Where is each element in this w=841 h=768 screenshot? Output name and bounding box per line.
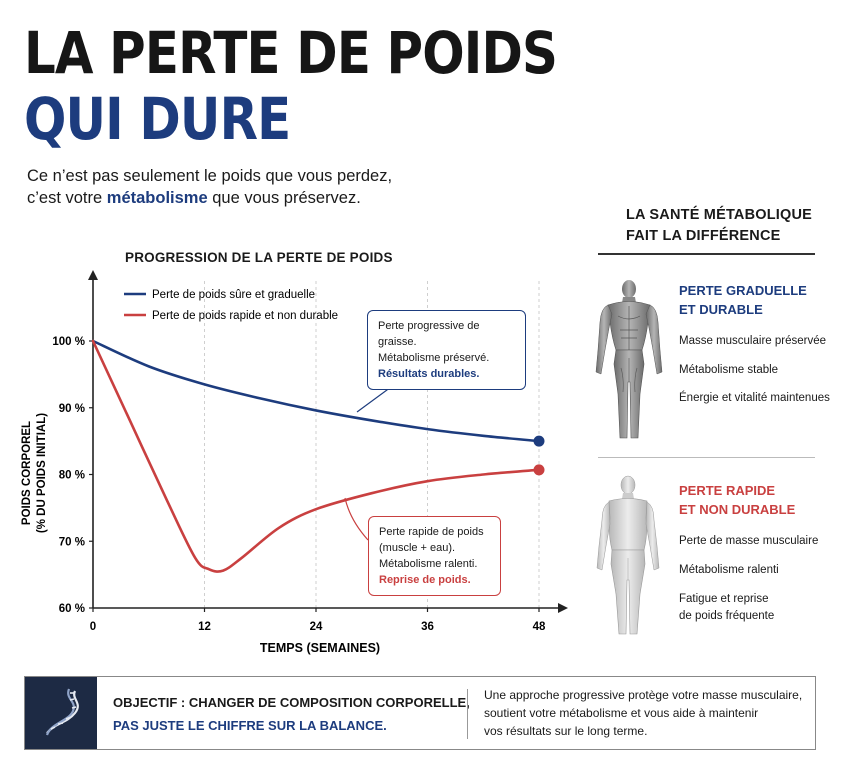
page-title-line2: QUI DURE — [24, 85, 291, 153]
subtitle: Ce n’est pas seulement le poids que vous… — [27, 165, 392, 209]
banner-desc-line3: vos résultats sur le long terme. — [484, 724, 648, 738]
chart-legend: Perte de poids sûre et graduelle Perte de… — [124, 289, 338, 322]
banner-objective-line1: OBJECTIF : CHANGER DE COMPOSITION CORPOR… — [113, 695, 470, 710]
sidebar-good-heading: PERTE GRADUELLE ET DURABLE — [679, 281, 807, 319]
subtitle-line1: Ce n’est pas seulement le poids que vous… — [27, 167, 393, 185]
subtitle-text-end: que vous préservez. — [207, 189, 361, 207]
sidebar-title: LA SANTÉ MÉTABOLIQUE FAIT LA DIFFÉRENCE — [626, 205, 812, 247]
sidebar-good-heading-line1: PERTE GRADUELLE — [679, 283, 807, 298]
sidebar-bad-item: Perte de masse musculaire — [679, 535, 819, 547]
y-axis-arrow — [88, 270, 98, 280]
legend-label: Perte de poids sûre et graduelle — [152, 289, 315, 301]
muscular-body-icon — [595, 280, 663, 439]
x-tick-label: 48 — [533, 621, 546, 633]
y-tick-label: 90 % — [59, 403, 85, 415]
legend-label: Perte de poids rapide et non durable — [152, 310, 338, 322]
callout-rapid-line2: (muscle + eau). — [379, 542, 456, 554]
x-tick-label: 24 — [310, 621, 323, 633]
sidebar-title-line1: LA SANTÉ MÉTABOLIQUE — [626, 207, 813, 223]
subtitle-line2: c’est votre métabolisme que vous préserv… — [27, 187, 392, 209]
banner-description: Une approche progressive protège votre m… — [484, 686, 804, 740]
page-title-line1: LA PERTE DE POIDS — [24, 19, 558, 87]
chart-series — [91, 339, 545, 573]
sidebar-bad-item: Métabolisme ralenti — [679, 564, 779, 576]
callout-rapid-highlight: Reprise de poids. — [379, 574, 471, 586]
banner-desc-line1: Une approche progressive protège votre m… — [484, 688, 803, 702]
callout-rapid-line1: Perte rapide de poids — [379, 526, 484, 538]
sidebar-title-line2: FAIT LA DIFFÉRENCE — [626, 228, 781, 244]
sidebar-good-item: Énergie et vitalité maintenues — [679, 392, 830, 404]
y-tick-label: 60 % — [59, 603, 85, 615]
series-gradual-line — [91, 339, 541, 443]
dna-icon — [45, 688, 79, 736]
banner-objective: OBJECTIF : CHANGER DE COMPOSITION CORPOR… — [113, 691, 470, 737]
callout-gradual-line2: Métabolisme préservé. — [378, 352, 490, 364]
y-axis-label-line1: POIDS CORPOREL — [21, 421, 33, 525]
series-gradual-endpoint — [533, 435, 545, 447]
banner-divider — [467, 689, 468, 739]
bottom-banner: OBJECTIF : CHANGER DE COMPOSITION CORPOR… — [24, 676, 816, 750]
sidebar-good-item: Métabolisme stable — [679, 364, 779, 376]
sidebar-bad-item: Fatigue et reprise — [679, 593, 769, 605]
x-tick-label: 36 — [421, 621, 434, 633]
sidebar-divider — [598, 253, 815, 255]
banner-objective-line2: PAS JUSTE LE CHIFFRE SUR LA BALANCE. — [113, 718, 387, 733]
series-rapid-endpoint — [533, 464, 545, 476]
dna-icon-box — [25, 677, 97, 749]
sidebar-bad-item: de poids fréquente — [679, 610, 775, 622]
y-tick-label: 70 % — [59, 536, 85, 548]
sidebar-bad-heading-line2: ET NON DURABLE — [679, 502, 796, 517]
callout-gradual-line1: Perte progressive de graisse. — [378, 320, 480, 348]
x-axis-arrow — [558, 603, 568, 613]
chart-axes — [88, 270, 568, 613]
callout-rapid: Perte rapide de poids (muscle + eau). Mé… — [368, 516, 501, 596]
callout-gradual: Perte progressive de graisse. Métabolism… — [367, 310, 526, 390]
sidebar-section-divider — [598, 457, 815, 458]
subtitle-highlight: métabolisme — [106, 189, 208, 207]
y-tick-label: 80 % — [59, 470, 85, 482]
soft-body-icon — [596, 475, 660, 635]
callout-connectors — [344, 372, 411, 541]
y-tick-label: 100 % — [52, 336, 85, 348]
callout-rapid-line3: Métabolisme ralenti. — [379, 558, 478, 570]
x-tick-label: 0 — [90, 621, 96, 633]
x-tick-label: 12 — [198, 621, 211, 633]
chart-title: PROGRESSION DE LA PERTE DE POIDS — [125, 250, 393, 265]
callout-gradual-highlight: Résultats durables. — [378, 368, 480, 380]
x-axis-label: TEMPS (SEMAINES) — [260, 641, 380, 655]
chart-ticks: 60 % 70 % 80 % 90 % 100 % 0 12 24 36 48 — [52, 336, 546, 633]
sidebar-bad-heading-line1: PERTE RAPIDE — [679, 483, 776, 498]
sidebar-good-item: Masse musculaire préservée — [679, 335, 827, 347]
banner-desc-line2: soutient votre métabolisme et vous aide … — [484, 706, 759, 720]
series-rapid-line — [91, 339, 541, 573]
subtitle-text: c’est votre — [27, 189, 107, 207]
sidebar-bad-heading: PERTE RAPIDE ET NON DURABLE — [679, 481, 795, 519]
y-axis-label-line2: (% DU POIDS INITIAL) — [36, 413, 48, 533]
callout-rapid-connector — [344, 497, 369, 541]
sidebar-good-heading-line2: ET DURABLE — [679, 302, 763, 317]
